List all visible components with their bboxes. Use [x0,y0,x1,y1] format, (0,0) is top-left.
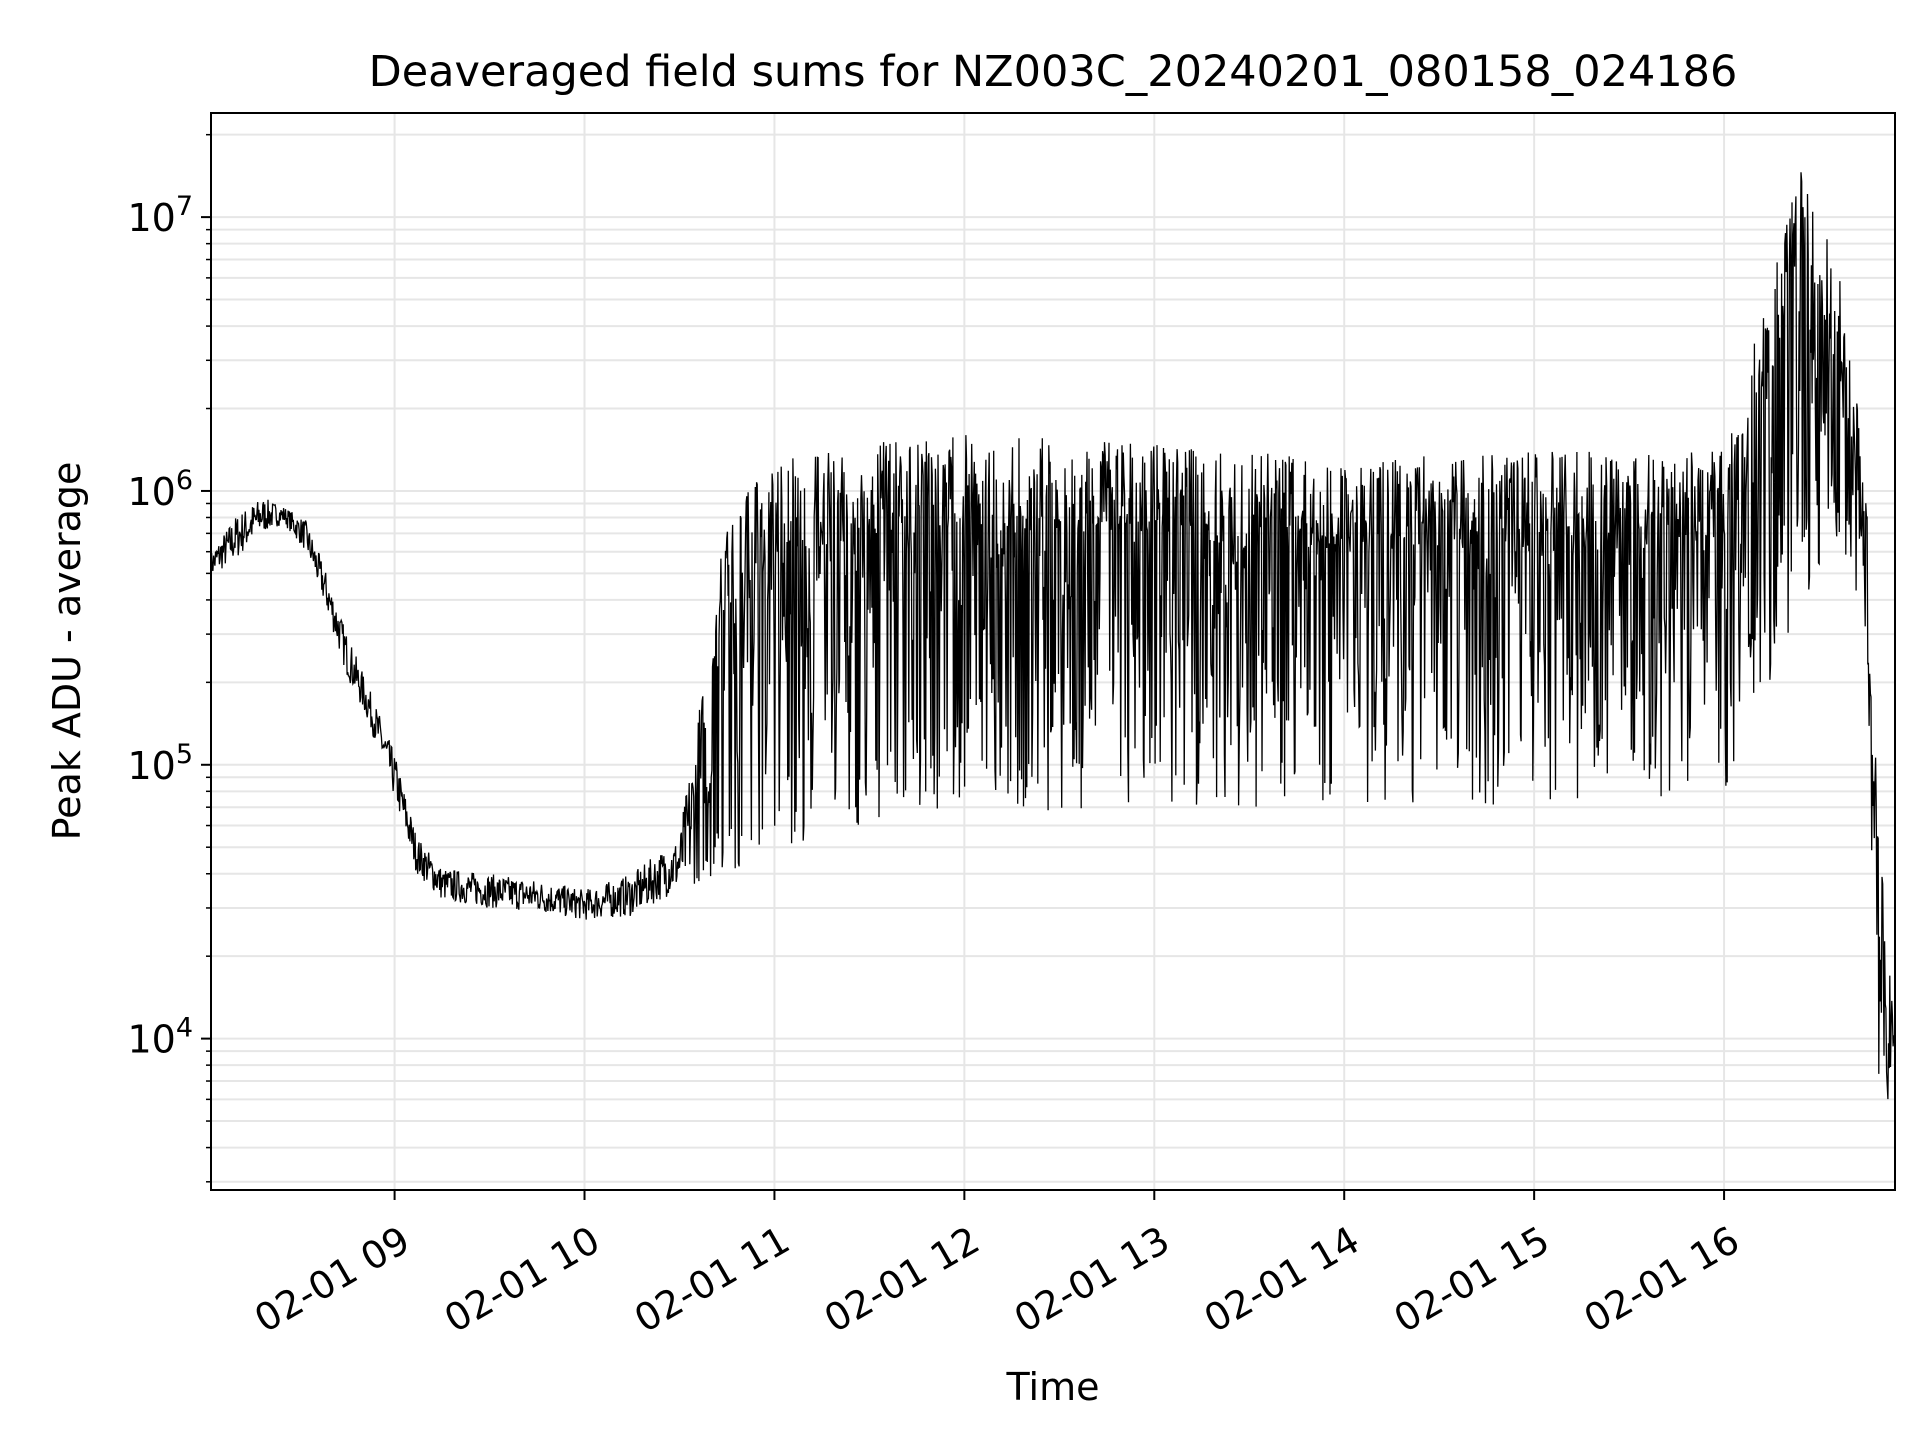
x-tick-label: 02-01 14 [1197,1218,1367,1342]
chart-title: Deaveraged field sums for NZ003C_2024020… [369,47,1738,97]
x-tick-label: 02-01 15 [1387,1218,1557,1342]
x-tick-label: 02-01 16 [1577,1218,1747,1342]
y-tick-label: 107 [127,191,193,240]
x-tick-label: 02-01 11 [627,1218,797,1342]
x-tick-label: 02-01 12 [817,1218,987,1342]
x-tick-label: 02-01 09 [247,1218,417,1342]
y-axis-ticks: 104 105 106 107 [127,133,211,1183]
x-tick-label: 02-01 10 [437,1218,607,1342]
y-tick-label: 104 [127,1013,193,1062]
x-tick-label: 02-01 13 [1007,1218,1177,1342]
series-line [211,172,1895,1100]
y-tick-label: 106 [127,465,193,514]
plot-frame [210,112,1896,1191]
x-axis-label: Time [1006,1365,1100,1409]
y-tick-label: 105 [127,739,193,788]
y-axis-label: Peak ADU - average [45,462,89,841]
series-area [211,172,1895,1100]
x-axis-ticks: 02-01 09 02-01 10 02-01 11 02-01 12 02-01 13… [247,1190,1747,1342]
